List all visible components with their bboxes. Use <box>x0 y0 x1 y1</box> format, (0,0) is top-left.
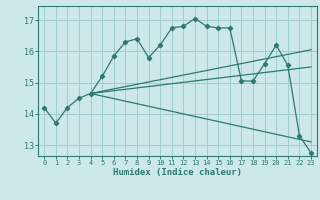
X-axis label: Humidex (Indice chaleur): Humidex (Indice chaleur) <box>113 168 242 177</box>
